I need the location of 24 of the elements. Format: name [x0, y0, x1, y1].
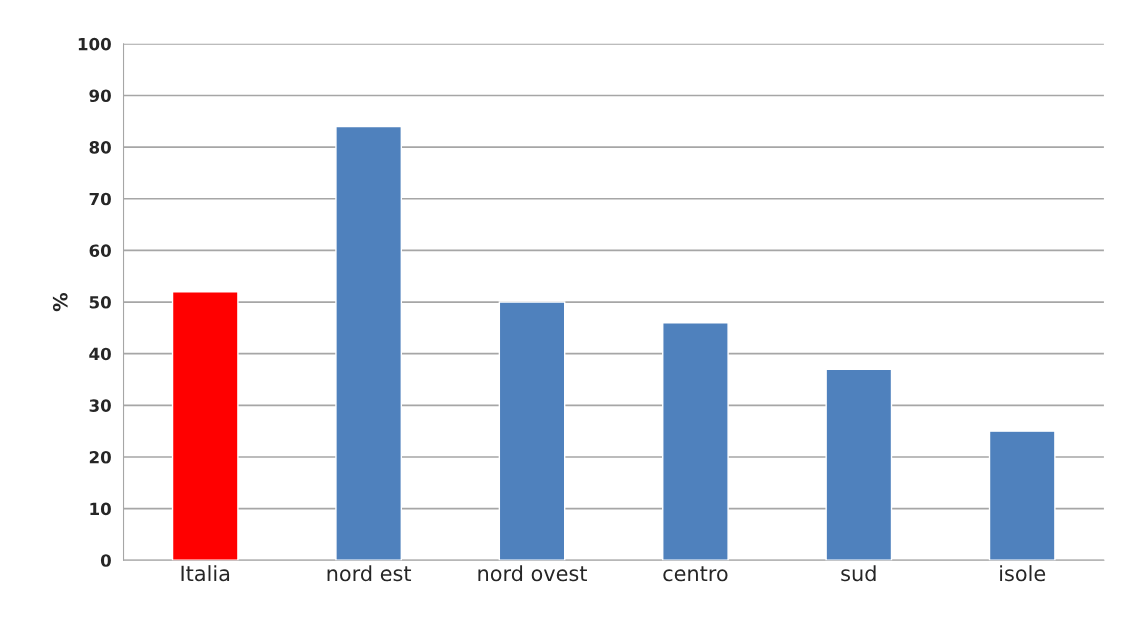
y-tick-label: 90: [89, 89, 111, 103]
y-tick-label: 60: [89, 244, 111, 257]
bar: [335, 125, 402, 561]
y-tick-label: 0: [100, 554, 111, 567]
y-tick-label: 10: [90, 502, 111, 516]
bar: [171, 291, 239, 561]
y-tick-label: 30: [89, 399, 111, 412]
x-tick-label: Italia: [181, 565, 230, 582]
y-tick-label: 70: [89, 192, 111, 206]
y-tick-label: 80: [89, 141, 111, 154]
x-tick-label: nord ovest: [478, 565, 587, 582]
y-tick-label: 20: [89, 450, 111, 464]
bar: [988, 430, 1056, 561]
bar: [825, 368, 893, 561]
x-tick-label: isole: [1000, 565, 1046, 582]
y-tick-label: 50: [89, 296, 111, 309]
bar: [662, 322, 729, 561]
y-tick-label: 100: [78, 37, 111, 51]
y-axis-title: %: [52, 292, 68, 312]
bar: [498, 301, 566, 561]
x-tick-label: sud: [841, 565, 876, 582]
y-tick-label: 40: [89, 347, 111, 361]
x-tick-label: centro: [663, 566, 728, 582]
x-tick-label: nord est: [327, 565, 412, 582]
